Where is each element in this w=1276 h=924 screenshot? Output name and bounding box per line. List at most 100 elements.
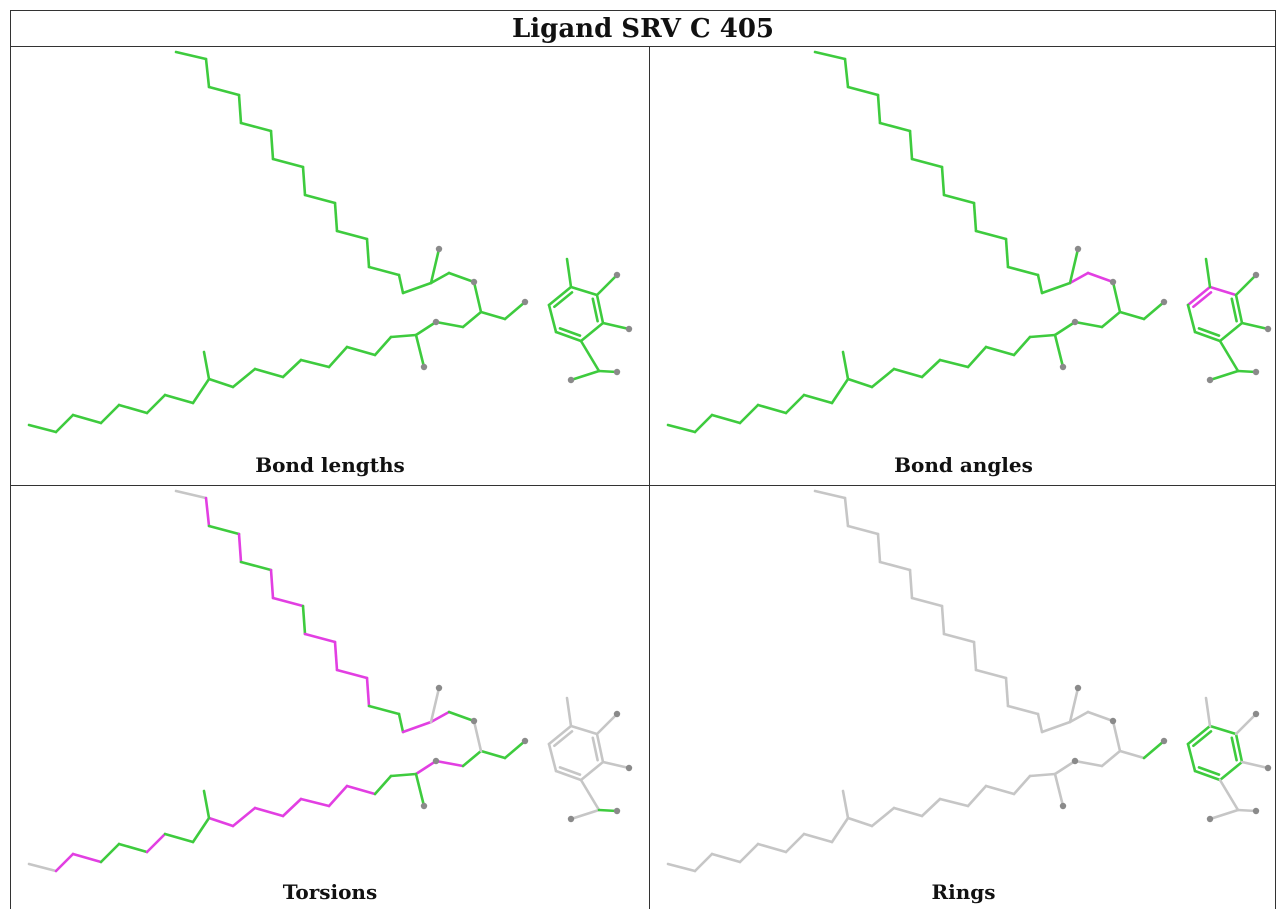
substituent-bond (597, 714, 617, 734)
atom-marker (436, 685, 442, 691)
chain2-bond (832, 379, 848, 403)
chain2-bond (233, 808, 255, 826)
atom-marker (1265, 326, 1271, 332)
chain2-bond (922, 799, 940, 816)
chain2-bond (416, 322, 436, 335)
chain1-bond (369, 706, 399, 714)
ring-bond (581, 323, 603, 341)
chain2-bond (986, 347, 1014, 355)
atom-marker (1253, 711, 1259, 717)
chain2-bond (1030, 335, 1055, 337)
chain2-bond (209, 818, 233, 826)
chain2-bond (668, 425, 695, 432)
chain2-bond (436, 322, 463, 327)
atom-marker (614, 711, 620, 717)
ring-double-bond (593, 738, 598, 760)
chain1-bond (206, 498, 209, 526)
chain1-bond (176, 491, 206, 498)
atom-marker (1253, 272, 1259, 278)
substituent-bond (204, 352, 209, 379)
atom-marker (1075, 246, 1081, 252)
chain1-bond (1038, 275, 1042, 293)
chain1-bond (303, 167, 305, 195)
chain1-bond (815, 491, 845, 498)
substituent-bond (597, 275, 617, 295)
chain2-bond (712, 415, 740, 423)
molecule-torsions (11, 486, 649, 924)
ring-bond (549, 744, 556, 771)
chain2-bond (165, 834, 193, 842)
chain2-bond (740, 405, 758, 423)
ring-bond (1220, 762, 1242, 780)
atom-marker (1110, 279, 1116, 285)
chain2-bond (922, 360, 940, 377)
chain2-bond (73, 854, 101, 862)
chain1-bond (273, 598, 303, 606)
chain2-bond (73, 415, 101, 423)
chain1-bond (369, 267, 399, 275)
atom-marker (1161, 738, 1167, 744)
substituent-bond (474, 282, 481, 312)
panel-label-rings: Rings (650, 880, 1276, 904)
chain1-bond (239, 95, 241, 123)
substituent-bond (1210, 810, 1238, 819)
chain2-bond (712, 854, 740, 862)
chain1-bond (910, 570, 912, 598)
chain2-bond (119, 844, 147, 852)
chain1-bond (910, 131, 912, 159)
panel-grid: Bond lengths Bond angles Torsions Rings (10, 46, 1276, 909)
chain1-bond (241, 123, 271, 131)
chain1-bond (880, 123, 910, 131)
chain2-bond (1075, 322, 1102, 327)
ring-bond (581, 762, 603, 780)
atom-marker (433, 319, 439, 325)
chain2-bond (463, 751, 481, 766)
panel-label-bond-angles: Bond angles (650, 453, 1276, 477)
ring-bond (571, 726, 597, 734)
chain2-bond (416, 761, 436, 774)
chain2-bond (436, 761, 463, 766)
chain1-bond (449, 273, 474, 282)
atom-marker (421, 803, 427, 809)
chain1-bond (303, 606, 305, 634)
chain2-bond (101, 405, 119, 423)
ring-bond (1210, 287, 1236, 295)
substituent-bond (571, 810, 599, 819)
chain1-bond (1042, 722, 1070, 732)
substituent-bond (416, 335, 424, 367)
substituent-bond (567, 698, 571, 726)
chain2-bond (391, 335, 416, 337)
atom-marker (1207, 816, 1213, 822)
chain1-bond (974, 203, 976, 231)
atom-marker (436, 246, 442, 252)
chain2-bond (1014, 337, 1030, 355)
ring-bond (1220, 323, 1242, 341)
chain2-bond (1014, 776, 1030, 794)
chain1-bond (878, 534, 880, 562)
substituent-bond (1055, 774, 1063, 806)
chain1-bond (976, 231, 1006, 239)
substituent-bond (1242, 323, 1268, 329)
atom-marker (614, 808, 620, 814)
chain1-bond (1088, 273, 1113, 282)
chain2-bond (695, 415, 712, 432)
atom-marker (1253, 808, 1259, 814)
panel-label-bond-lengths: Bond lengths (11, 453, 649, 477)
chain1-bond (1038, 714, 1042, 732)
chain2-bond (968, 786, 986, 806)
chain2-bond (233, 369, 255, 387)
chain2-bond (463, 312, 481, 327)
chain2-bond (283, 360, 301, 377)
atom-marker (614, 272, 620, 278)
chain1-bond (942, 606, 944, 634)
chain2-bond (481, 751, 505, 758)
substituent-bond (1236, 275, 1256, 295)
atom-marker (614, 369, 620, 375)
ring-bond (1188, 305, 1195, 332)
atom-marker (471, 718, 477, 724)
chain2-bond (804, 395, 832, 403)
substituent-bond (843, 352, 848, 379)
substituent-bond (1206, 698, 1210, 726)
chain1-bond (209, 526, 239, 534)
chain2-bond (940, 799, 968, 806)
